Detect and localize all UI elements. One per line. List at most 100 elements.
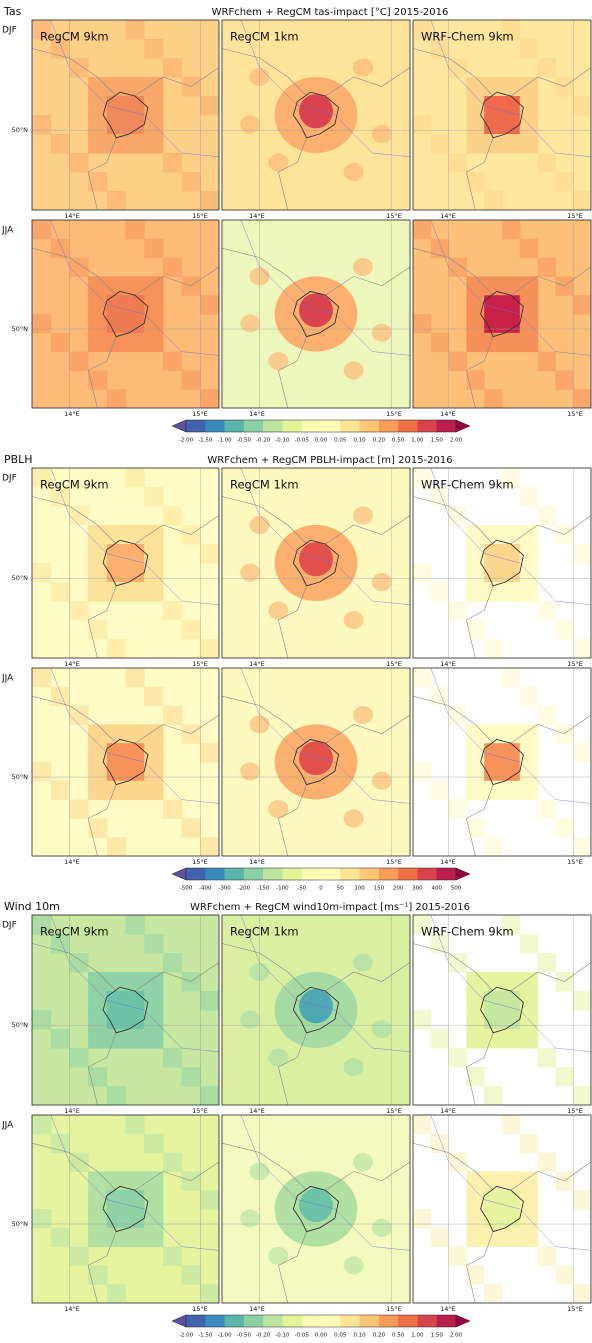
colorbar-segment [340,868,360,880]
map-cell [107,1086,126,1106]
map-cell [538,58,556,78]
x-tick-label: 14°E [440,858,456,866]
colorbar-segment [225,868,245,880]
colorbar-tick-label: 300 [412,886,423,892]
map-cell [69,1048,88,1068]
colorbar-tick-label: -300 [218,886,231,892]
colorbar-tick-label: 0.10 [353,1333,366,1339]
row-label: JJA [1,674,14,684]
panel-label: RegCM 1km [230,30,299,44]
map-blob [268,1247,288,1265]
colorbar-segment [244,1315,264,1327]
map-cell [144,39,163,59]
colorbar-segment [205,420,225,432]
map-cell [520,972,538,992]
colorbar-tick-label: -1.50 [198,438,213,444]
map-cell [32,1209,51,1228]
section-title: WRFchem + RegCM tas-impact [°C] 2015-201… [212,7,449,18]
panel-label: WRF-Chem 9km [421,925,514,939]
map-cell [484,96,502,116]
map-cell [51,1029,70,1049]
x-tick-label: 15°E [386,1107,402,1115]
map-cell [466,724,484,743]
colorbar-tick-label: -0.05 [295,1333,310,1339]
map-cell [69,58,88,78]
map-cell [431,582,449,602]
map-cell [144,77,163,97]
map-cell [466,77,484,97]
colorbar-segment [321,868,341,880]
map-cell [555,1171,573,1190]
colorbar-segment [225,420,245,432]
map-cell [88,370,107,389]
x-tick-label: 14°E [440,212,456,220]
colorbar-segment [379,868,399,880]
map-cell [449,601,467,621]
map-blob [240,1011,260,1029]
map-cell [502,563,520,583]
map-blob [344,1256,364,1274]
map-cell [449,506,467,526]
colorbar-segment [302,1315,322,1327]
colorbar-tick-label: -400 [199,886,212,892]
map-cell [555,1265,573,1284]
map-cell [126,134,145,154]
map-cell [449,1153,467,1172]
panel-label: RegCM 9km [40,925,109,939]
y-tick-label: 50°N [12,1021,29,1029]
map-cell [88,620,107,640]
map-cell [484,525,502,545]
map-cell [502,314,520,333]
map-cell [182,972,201,992]
map-cell [200,639,219,659]
map-cell [520,582,538,602]
x-tick-label: 15°E [192,1107,208,1115]
map-cell [466,1190,484,1209]
colorbar-segment [225,1315,245,1327]
map-cell [466,276,484,295]
map-cell [69,601,88,621]
colorbar-segment [263,420,283,432]
map-cell [555,370,573,389]
map-cell [107,333,126,352]
x-tick-label: 14°E [249,1107,265,1115]
panel-label: RegCM 9km [40,478,109,492]
map-cell [107,1190,126,1209]
map-cell [144,1029,163,1049]
map-cell [538,601,556,621]
map-cell [107,389,126,408]
map-cell [466,333,484,352]
map-cell [144,1171,163,1190]
map-blob [268,1049,288,1067]
colorbar-tick-label: 50 [337,886,344,892]
colorbar-tick-label: -0.20 [256,438,271,444]
colorbar-segment [321,420,341,432]
colorbar-tick-label: 0.50 [392,438,405,444]
colorbar-tick-label: -0.10 [275,1333,290,1339]
map-cell [200,389,219,408]
map-cell [126,972,145,992]
colorbar-tick-label: 0 [319,886,323,892]
map-blob [268,154,288,172]
map-cell [484,77,502,97]
colorbar-segment [340,1315,360,1327]
colorbar-tick-label: 2.00 [450,1333,463,1339]
map-cell [163,506,182,526]
map-cell [502,781,520,800]
map-cell [144,687,163,706]
map-cell [502,1115,520,1134]
colorbar-extend [456,1315,470,1327]
row-label: DJF [2,26,17,36]
map-cell [107,837,126,856]
map-cell [163,1247,182,1266]
map-cell [449,800,467,819]
map-cell [449,706,467,725]
map-cell [51,1228,70,1247]
colorbar-segment [302,868,322,880]
map-cell [200,295,219,314]
map-cell [182,1265,201,1284]
x-tick-label: 15°E [567,410,583,418]
x-tick-label: 15°E [386,212,402,220]
colorbar-tick-label: 1.00 [411,438,424,444]
map-cell [413,220,431,239]
